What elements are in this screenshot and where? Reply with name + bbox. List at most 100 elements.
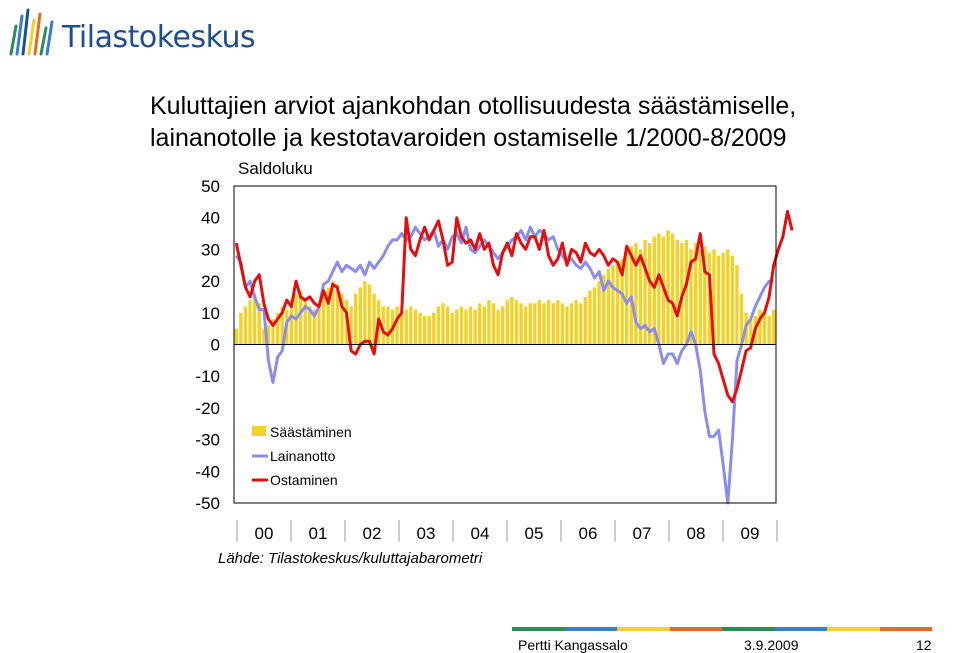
saastaminen-bar xyxy=(735,265,739,345)
saastaminen-bar xyxy=(523,306,528,345)
source-note: Lähde: Tilastokeskus/kuluttajabarometri xyxy=(218,550,483,567)
saastaminen-bar xyxy=(574,300,578,345)
logo-mark-icon xyxy=(9,8,54,56)
x-tick-label: 07 xyxy=(633,524,652,543)
footer-date: 3.9.2009 xyxy=(744,637,799,653)
x-tick-label: 06 xyxy=(579,524,598,543)
x-tick-label: 08 xyxy=(687,524,706,543)
saastaminen-bar xyxy=(358,287,363,345)
saastaminen-bar xyxy=(335,284,340,345)
saastaminen-bar xyxy=(487,300,491,345)
saastaminen-bar xyxy=(684,239,689,345)
footer-author: Pertti Kangassalo xyxy=(518,637,628,653)
saastaminen-bar xyxy=(308,306,312,345)
saastaminen-bar xyxy=(331,281,335,345)
saastaminen-bar xyxy=(275,312,280,345)
saastaminen-bar xyxy=(450,312,454,345)
saastaminen-bar xyxy=(749,319,753,345)
saastaminen-bar xyxy=(367,284,372,345)
footer-stripe-segment xyxy=(879,627,932,631)
saastaminen-bar xyxy=(496,309,500,345)
saastaminen-bar xyxy=(243,306,248,345)
saastaminen-bar xyxy=(620,258,624,345)
saastaminen-bar xyxy=(321,293,326,345)
saastaminen-bar xyxy=(381,306,385,345)
saastaminen-bar xyxy=(762,312,767,345)
saastaminen-bar xyxy=(514,300,519,345)
saastaminen-bar xyxy=(289,300,294,345)
saastaminen-bar xyxy=(625,252,629,345)
legend-label: Säästäminen xyxy=(270,424,352,440)
saastaminen-bar xyxy=(647,243,652,345)
footer-stripe-segment xyxy=(512,627,565,631)
saastaminen-bar xyxy=(478,303,482,345)
saastaminen-bar xyxy=(482,306,487,345)
saastaminen-bar xyxy=(468,306,473,345)
saastaminen-bar xyxy=(445,306,450,345)
saastaminen-bar xyxy=(501,306,505,345)
saastaminen-bar xyxy=(248,300,252,345)
saastaminen-bar xyxy=(666,230,670,345)
x-tick-label: 03 xyxy=(417,524,436,543)
saastaminen-bar xyxy=(234,328,238,345)
x-tick-label: 00 xyxy=(255,524,274,543)
x-tick-label: 04 xyxy=(471,524,490,543)
saastaminen-bar xyxy=(551,303,555,345)
y-tick-label: -10 xyxy=(195,367,220,386)
saastaminen-bar xyxy=(404,309,408,345)
saastaminen-bar xyxy=(597,281,601,345)
saastaminen-bar xyxy=(271,319,275,345)
saastaminen-bar xyxy=(537,300,542,345)
saastaminen-bar xyxy=(262,328,266,345)
saastaminen-bar xyxy=(638,249,643,345)
footer-stripe-segment xyxy=(722,627,775,631)
saastaminen-bar xyxy=(712,249,716,345)
saastaminen-bar xyxy=(252,293,257,345)
saastaminen-bar xyxy=(689,249,693,345)
saastaminen-bar xyxy=(693,243,698,345)
saastaminen-bar xyxy=(427,315,431,345)
footer-page-number: 12 xyxy=(916,637,932,653)
saastaminen-bar xyxy=(643,239,647,345)
saastaminen-bar xyxy=(560,303,565,345)
logo-text: Tilastokeskus xyxy=(62,20,256,55)
saastaminen-bar xyxy=(652,236,656,345)
saastaminen-bar xyxy=(721,252,725,345)
saastaminen-bar xyxy=(726,249,730,345)
saastaminen-bar xyxy=(399,312,404,345)
saastaminen-bar xyxy=(767,315,771,345)
saastaminen-bar xyxy=(670,233,675,345)
saastaminen-bar xyxy=(239,312,243,345)
y-tick-label: 0 xyxy=(211,336,220,355)
saastaminen-bar xyxy=(312,309,317,345)
saastaminen-bar xyxy=(606,268,611,345)
ostaminen-line xyxy=(234,209,794,404)
footer: Pertti Kangassalo 3.9.2009 12 xyxy=(512,627,942,653)
saastaminen-bar xyxy=(473,309,477,345)
chart-title-line-1: Kuluttajien arviot ajankohdan otollisuud… xyxy=(150,92,797,120)
saastaminen-bar xyxy=(422,315,427,345)
chart-title-line-2: lainanotolle ja kestotavaroiden ostamise… xyxy=(150,124,787,152)
footer-stripe-segment xyxy=(617,627,670,631)
saastaminen-bar xyxy=(354,293,358,345)
chart-title: Kuluttajien arviot ajankohdan otollisuud… xyxy=(150,90,910,154)
saastaminen-bar xyxy=(432,312,436,345)
saastaminen-bar xyxy=(629,246,634,345)
x-tick-label: 02 xyxy=(363,524,382,543)
saastaminen-bar xyxy=(730,255,735,345)
saastaminen-bar xyxy=(615,262,620,345)
saastaminen-bar xyxy=(510,296,514,345)
y-axis-label: Saldoluku xyxy=(238,159,313,178)
saastaminen-bar xyxy=(546,300,551,345)
y-tick-label: 40 xyxy=(201,209,220,228)
saastaminen-bar xyxy=(491,303,496,345)
saastaminen-bar xyxy=(418,312,422,345)
saastaminen-bar xyxy=(326,287,330,345)
saastaminen-bar xyxy=(464,309,468,345)
y-tick-label: -30 xyxy=(195,431,220,450)
saastaminen-bar xyxy=(611,265,615,345)
footer-stripe-segment xyxy=(564,627,617,631)
saastaminen-bar xyxy=(716,255,721,345)
saastaminen-bar xyxy=(413,309,418,345)
saastaminen-bar xyxy=(386,306,390,345)
